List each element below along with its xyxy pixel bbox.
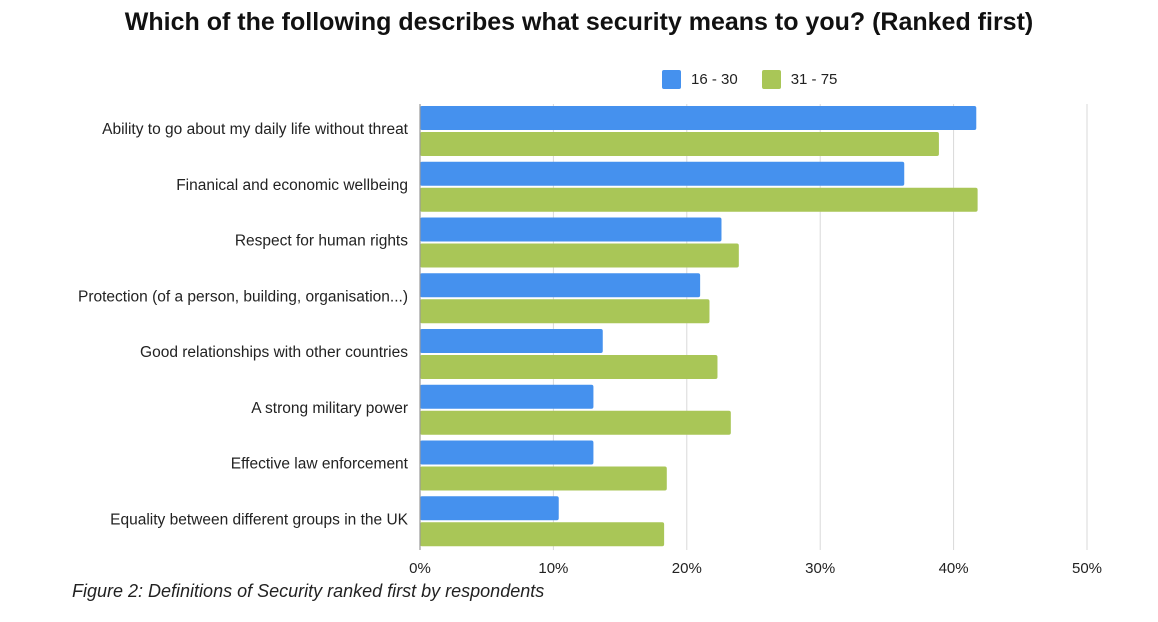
legend-label-series-2: 31 - 75	[790, 71, 838, 88]
x-tick-label: 30%	[805, 560, 835, 577]
bar-series-2	[420, 522, 665, 547]
legend-item-series-1: 16 - 30	[662, 70, 738, 89]
bar-series-1	[420, 496, 559, 521]
x-tick-label: 0%	[409, 560, 431, 577]
bar-series-1	[420, 440, 594, 465]
bar-series-2	[420, 187, 978, 212]
bar-series-1	[420, 384, 594, 409]
bar-series-1	[420, 217, 722, 242]
y-category-label: Protection (of a person, building, organ…	[78, 288, 408, 305]
bar-series-1	[420, 106, 977, 130]
x-tick-label: 10%	[538, 560, 568, 577]
y-category-label: Good relationships with other countries	[140, 344, 408, 361]
x-tick-label: 40%	[939, 560, 969, 577]
bar-series-1	[420, 161, 905, 186]
legend: 16 - 30 31 - 75	[662, 70, 861, 89]
bar-series-2	[420, 132, 939, 156]
bar-series-1	[420, 329, 603, 353]
y-category-label: Effective law enforcement	[231, 456, 409, 473]
legend-swatch-series-2	[761, 70, 781, 89]
y-category-label: Respect for human rights	[235, 233, 408, 250]
x-tick-label: 50%	[1072, 560, 1102, 577]
bar-series-2	[420, 410, 731, 435]
legend-item-series-2: 31 - 75	[761, 70, 838, 89]
legend-label-series-1: 16 - 30	[691, 71, 738, 88]
bar-series-1	[420, 273, 701, 298]
y-category-label: Equality between different groups in the…	[110, 511, 409, 528]
bar-series-2	[420, 299, 710, 324]
figure-caption: Figure 2: Definitions of Security ranked…	[72, 581, 545, 601]
bar-series-2	[420, 466, 667, 491]
y-category-label: Ability to go about my daily life withou…	[102, 121, 409, 138]
bar-series-2	[420, 243, 739, 268]
legend-swatch-series-1	[662, 70, 681, 89]
y-category-label: A strong military power	[251, 400, 408, 417]
x-tick-label: 20%	[672, 560, 702, 577]
bar-series-2	[420, 355, 718, 379]
y-category-label: Finanical and economic wellbeing	[176, 177, 408, 194]
chart-title: Which of the following describes what se…	[124, 8, 1034, 36]
